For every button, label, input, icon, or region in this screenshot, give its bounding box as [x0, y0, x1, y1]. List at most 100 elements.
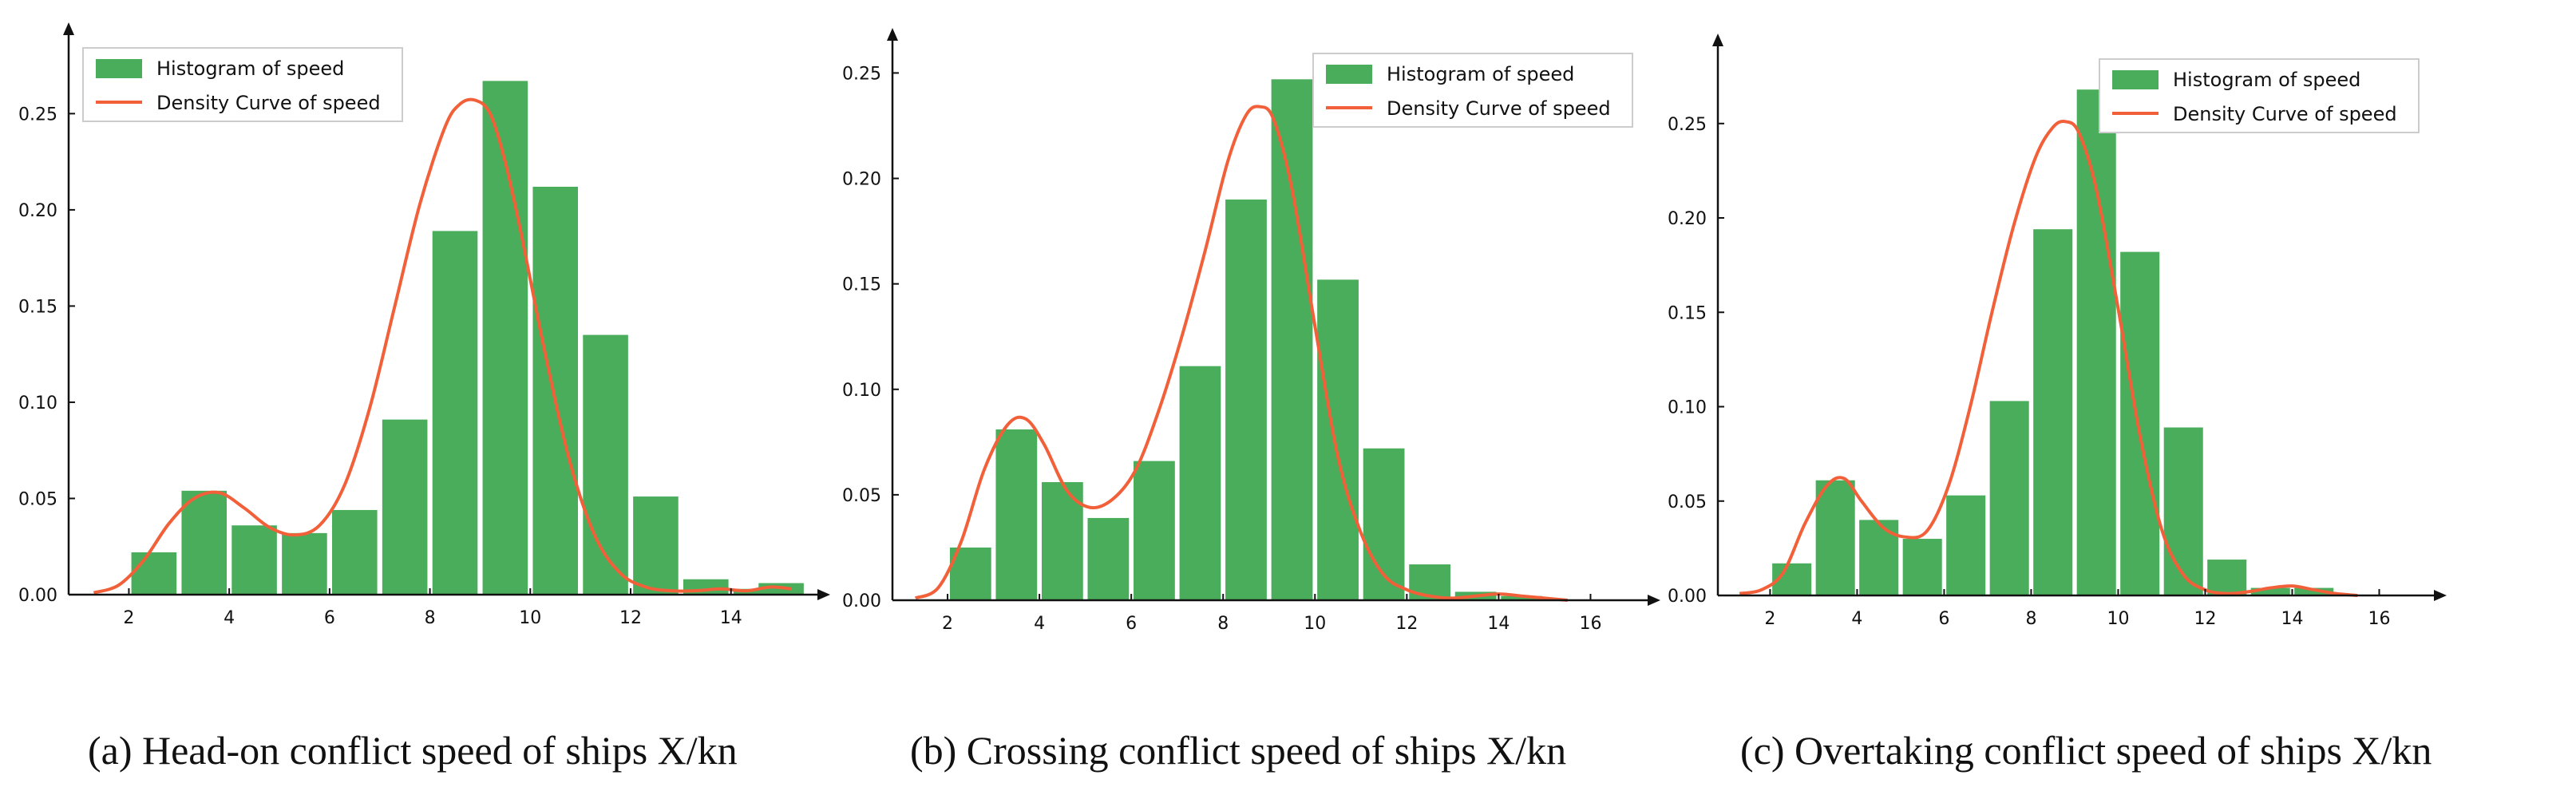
- y-tick-label: 0.10: [18, 394, 57, 413]
- legend-swatch-histogram: [1326, 65, 1372, 84]
- histogram-bar: [2207, 560, 2247, 595]
- x-tick-label: 12: [2194, 609, 2216, 629]
- y-tick-label: 0.10: [842, 381, 881, 401]
- y-tick-label: 0.20: [18, 201, 57, 221]
- histogram-bar: [2294, 587, 2334, 595]
- x-tick-label: 4: [224, 608, 235, 628]
- y-tick-label: 0.20: [842, 170, 881, 190]
- x-tick-label: 4: [1034, 614, 1045, 634]
- histogram-bar: [532, 186, 578, 595]
- legend-label-density: Density Curve of speed: [156, 92, 381, 114]
- histogram-bar: [633, 496, 679, 595]
- histogram-bar: [2250, 587, 2290, 595]
- legend-label-density: Density Curve of speed: [1387, 97, 1611, 120]
- caption-a: (a) Head-on conflict speed of ships X/kn: [88, 728, 738, 773]
- x-tick-label: 2: [1764, 609, 1775, 629]
- histogram-bar: [2076, 89, 2116, 596]
- chart-panel-c: 2 4 6 8 10 12 14 16 0.00 0.05 0.10 0.15 0.20 0.25 Hist…: [1668, 34, 2447, 629]
- histogram-bar: [282, 532, 327, 595]
- histogram-bar: [382, 419, 428, 595]
- density-curve: [914, 105, 1568, 602]
- y-tick-label: 0.15: [1668, 303, 1707, 323]
- histogram-bar: [1179, 366, 1221, 600]
- histogram-bar: [131, 552, 177, 595]
- histogram-bar: [1989, 401, 2029, 595]
- x-tick-label: 6: [324, 608, 335, 628]
- histogram-bar: [1363, 448, 1405, 600]
- density-curve: [1739, 119, 2358, 597]
- histogram-bar: [231, 525, 277, 595]
- x-tick-label: 8: [2025, 609, 2036, 629]
- histogram-bars: [1772, 89, 2334, 596]
- chart-panel-a: 2 4 6 8 10 12 14 0.00 0.05 0.10 0.15 0.20 0.25 Histog…: [18, 22, 830, 628]
- legend-label-histogram: Histogram of speed: [2173, 69, 2360, 91]
- x-tick-label: 12: [619, 608, 642, 628]
- y-axis-arrow: [63, 22, 74, 35]
- x-tick-label: 12: [1395, 614, 1418, 634]
- histogram-bar: [1225, 199, 1267, 600]
- histogram-bars: [131, 81, 804, 595]
- axes: 2 4 6 8 10 12 14 0.00 0.05 0.10 0.15 0.20 0.25: [18, 22, 830, 628]
- density-curve: [93, 97, 792, 595]
- y-axis-arrow: [887, 28, 898, 41]
- histogram-bar: [181, 490, 227, 595]
- x-tick-label: 10: [1304, 614, 1326, 634]
- x-tick-label: 14: [1487, 614, 1510, 634]
- y-tick-label: 0.10: [1668, 398, 1707, 418]
- x-axis-arrow: [817, 589, 830, 600]
- x-tick-label: 2: [123, 608, 134, 628]
- x-tick-label: 16: [2368, 609, 2390, 629]
- histogram-bar: [1134, 461, 1175, 600]
- histogram-bar: [332, 509, 378, 595]
- histogram-bar: [583, 334, 628, 595]
- x-tick-label: 10: [519, 608, 541, 628]
- histogram-bar: [1271, 79, 1313, 601]
- histogram-bar: [733, 588, 779, 595]
- legend: Histogram of speed Density Curve of speed: [82, 47, 403, 122]
- histogram-bar: [1946, 495, 1986, 595]
- y-tick-label: 0.15: [842, 275, 881, 295]
- x-tick-label: 16: [1579, 614, 1601, 634]
- y-tick-label: 0.00: [1668, 587, 1707, 607]
- legend-label-histogram: Histogram of speed: [1387, 63, 1574, 85]
- histogram-bar: [995, 429, 1038, 600]
- legend-swatch-histogram: [96, 59, 142, 78]
- legend-label-histogram: Histogram of speed: [156, 57, 344, 80]
- histogram-bar: [2120, 251, 2160, 595]
- histogram-bar: [1859, 520, 1899, 595]
- legend-label-density: Density Curve of speed: [2173, 103, 2397, 125]
- y-tick-label: 0.05: [1668, 492, 1707, 512]
- axes: 2 4 6 8 10 12 14 16 0.00 0.05 0.10 0.15 0.20 0.25: [1668, 34, 2447, 629]
- legend-swatch-histogram: [2112, 70, 2159, 89]
- x-tick-label: 14: [720, 608, 742, 628]
- histogram-bar: [432, 231, 478, 595]
- histogram-bar: [1317, 279, 1359, 600]
- y-tick-label: 0.20: [1668, 209, 1707, 229]
- histogram-bar: [1815, 480, 1855, 595]
- y-tick-label: 0.05: [842, 486, 881, 506]
- chart-panel-b: 2 4 6 8 10 12 14 16 0.00 0.05 0.10 0.15 0.20 0.25 Hist…: [842, 28, 1660, 634]
- y-axis-arrow: [1712, 34, 1723, 46]
- y-tick-label: 0.00: [842, 591, 881, 611]
- x-tick-label: 10: [2107, 609, 2129, 629]
- histogram-bars: [949, 79, 1543, 601]
- caption-c: (c) Overtaking conflict speed of ships X…: [1740, 728, 2432, 773]
- x-tick-label: 2: [942, 614, 953, 634]
- caption-b: (b) Crossing conflict speed of ships X/k…: [910, 728, 1567, 773]
- x-axis-arrow: [2434, 590, 2447, 601]
- histogram-bar: [1902, 539, 1942, 595]
- x-tick-label: 14: [2281, 609, 2303, 629]
- y-tick-label: 0.25: [18, 105, 57, 125]
- y-tick-label: 0.00: [18, 586, 57, 606]
- histogram-bar: [1501, 595, 1543, 600]
- x-tick-label: 6: [1938, 609, 1949, 629]
- legend: Histogram of speed Density Curve of speed: [1312, 53, 1633, 128]
- axes: 2 4 6 8 10 12 14 16 0.00 0.05 0.10 0.15 0.20 0.25: [842, 28, 1660, 634]
- legend: Histogram of speed Density Curve of speed: [2099, 58, 2420, 133]
- histogram-bar: [1087, 517, 1130, 600]
- x-tick-label: 8: [425, 608, 436, 628]
- y-tick-label: 0.05: [18, 489, 57, 509]
- x-tick-label: 4: [1851, 609, 1862, 629]
- x-tick-label: 6: [1126, 614, 1137, 634]
